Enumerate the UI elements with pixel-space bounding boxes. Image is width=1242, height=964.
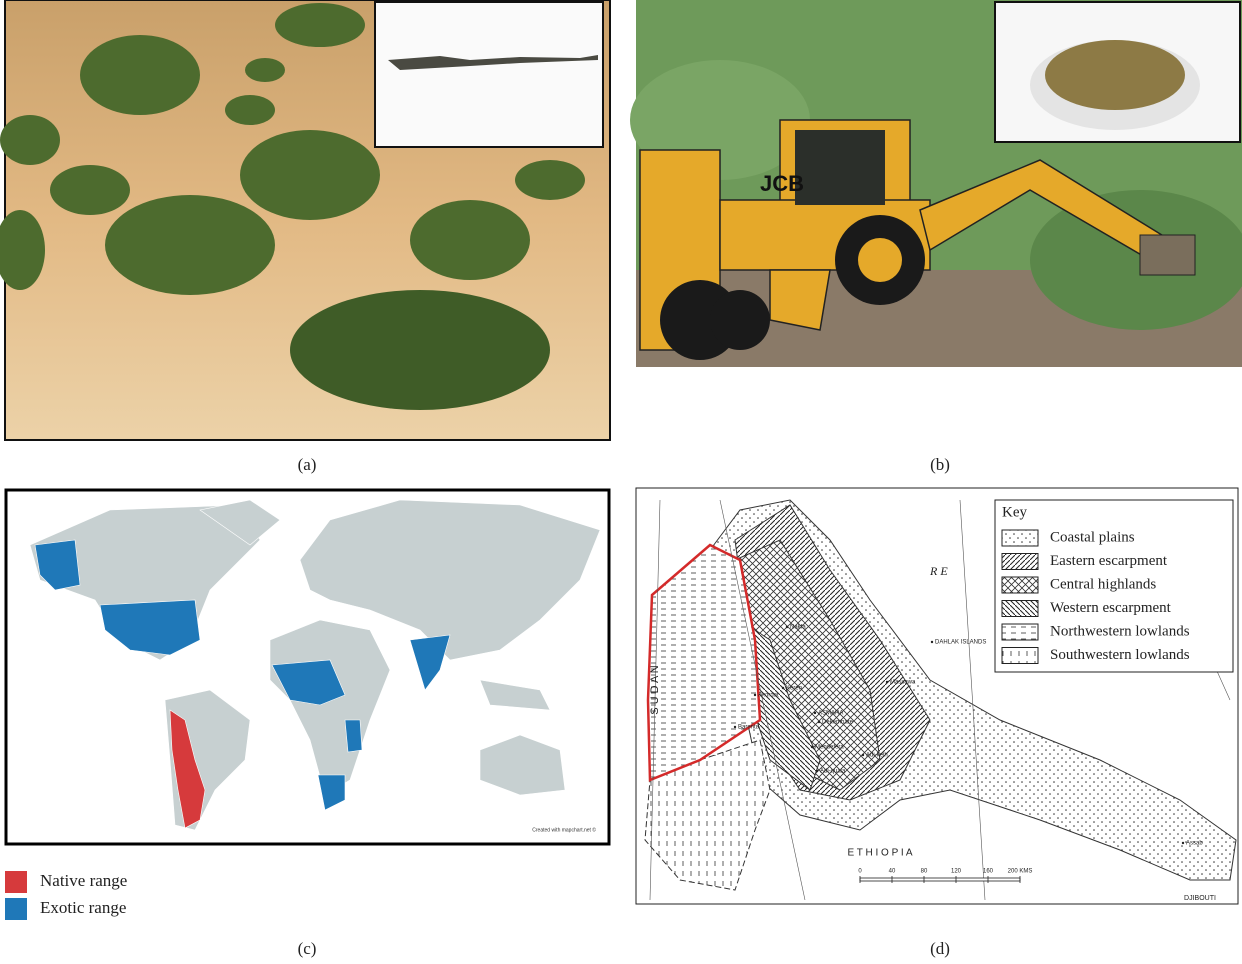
place-dot [785, 625, 789, 629]
place-dot [1181, 841, 1185, 845]
credit: Created with mapchart.net © [532, 826, 596, 833]
place-label: DAHLAK ISLANDS [935, 640, 986, 646]
place-dot [810, 745, 814, 749]
eritrea-map: S U D A N E T H I O P I A DJIBOUTI R E N… [635, 487, 1239, 905]
caption: (d) [930, 939, 950, 958]
exotic-range [34, 539, 451, 811]
scale-label: 120 [951, 869, 962, 875]
place-dot [885, 680, 889, 684]
legend-label: Exotic range [40, 898, 126, 917]
country-label: S U D A N [649, 665, 661, 715]
key-swatch [1001, 576, 1039, 594]
key-label: Eastern escarpment [1050, 553, 1168, 569]
legend-swatch [5, 898, 27, 920]
place-dot [861, 753, 865, 757]
place-label: Massawa [890, 680, 916, 686]
sea-label: R E [929, 564, 948, 578]
place-dot [930, 640, 934, 644]
place-label: Assab [1186, 841, 1203, 847]
key-label: Coastal plains [1050, 529, 1135, 545]
place-dot [813, 711, 817, 715]
key-swatch [1001, 529, 1039, 547]
place-dot [815, 769, 819, 773]
place-label: Barentu [738, 725, 759, 731]
caption: (a) [298, 455, 317, 474]
key-label: Western escarpment [1050, 600, 1172, 616]
place-label: Akordat [758, 693, 779, 699]
key-label: Northwestern lowlands [1050, 623, 1190, 639]
place-dot [817, 720, 821, 724]
photo-b: JCB [630, 0, 1242, 367]
legend: Native range Exotic range [5, 871, 127, 920]
scale-bar [859, 877, 1021, 882]
caption: (b) [930, 455, 950, 474]
key-swatch [1001, 647, 1039, 664]
key-swatch [1001, 600, 1039, 617]
place-dot [733, 725, 737, 729]
key-swatch [1001, 553, 1039, 570]
caption: (c) [298, 939, 317, 958]
legend-swatch [5, 871, 27, 893]
photo-text: JCB [760, 171, 804, 196]
legend-label: Native range [40, 871, 127, 890]
place-label: Nakfa [790, 625, 806, 631]
place-label: Mendefera [815, 745, 844, 751]
country-label: DJIBOUTI [1184, 895, 1216, 902]
scale-label: 80 [921, 869, 928, 875]
world-map: Created with mapchart.net © [4, 488, 611, 846]
scale-label: 200 KMS [1008, 869, 1033, 875]
place-label: Adi-quala [820, 769, 846, 775]
place-dot [753, 693, 757, 697]
key-label: Central highlands [1050, 576, 1156, 592]
place-dot [781, 686, 785, 690]
scale-label: 0 [858, 869, 862, 875]
key-label: Southwestern lowlands [1050, 647, 1190, 663]
key-swatch [1001, 623, 1039, 641]
place-label: Keren [786, 686, 802, 692]
scale-label: 40 [889, 869, 896, 875]
photo-a [0, 0, 611, 441]
place-label: ASMARA [818, 711, 843, 717]
place-label: Dekemhare [822, 720, 854, 726]
place-label: Adi-keih [866, 753, 888, 759]
key-title: Key [1002, 504, 1027, 520]
scale-label: 160 [983, 869, 994, 875]
native-range [169, 709, 206, 829]
country-label: E T H I O P I A [847, 848, 912, 859]
